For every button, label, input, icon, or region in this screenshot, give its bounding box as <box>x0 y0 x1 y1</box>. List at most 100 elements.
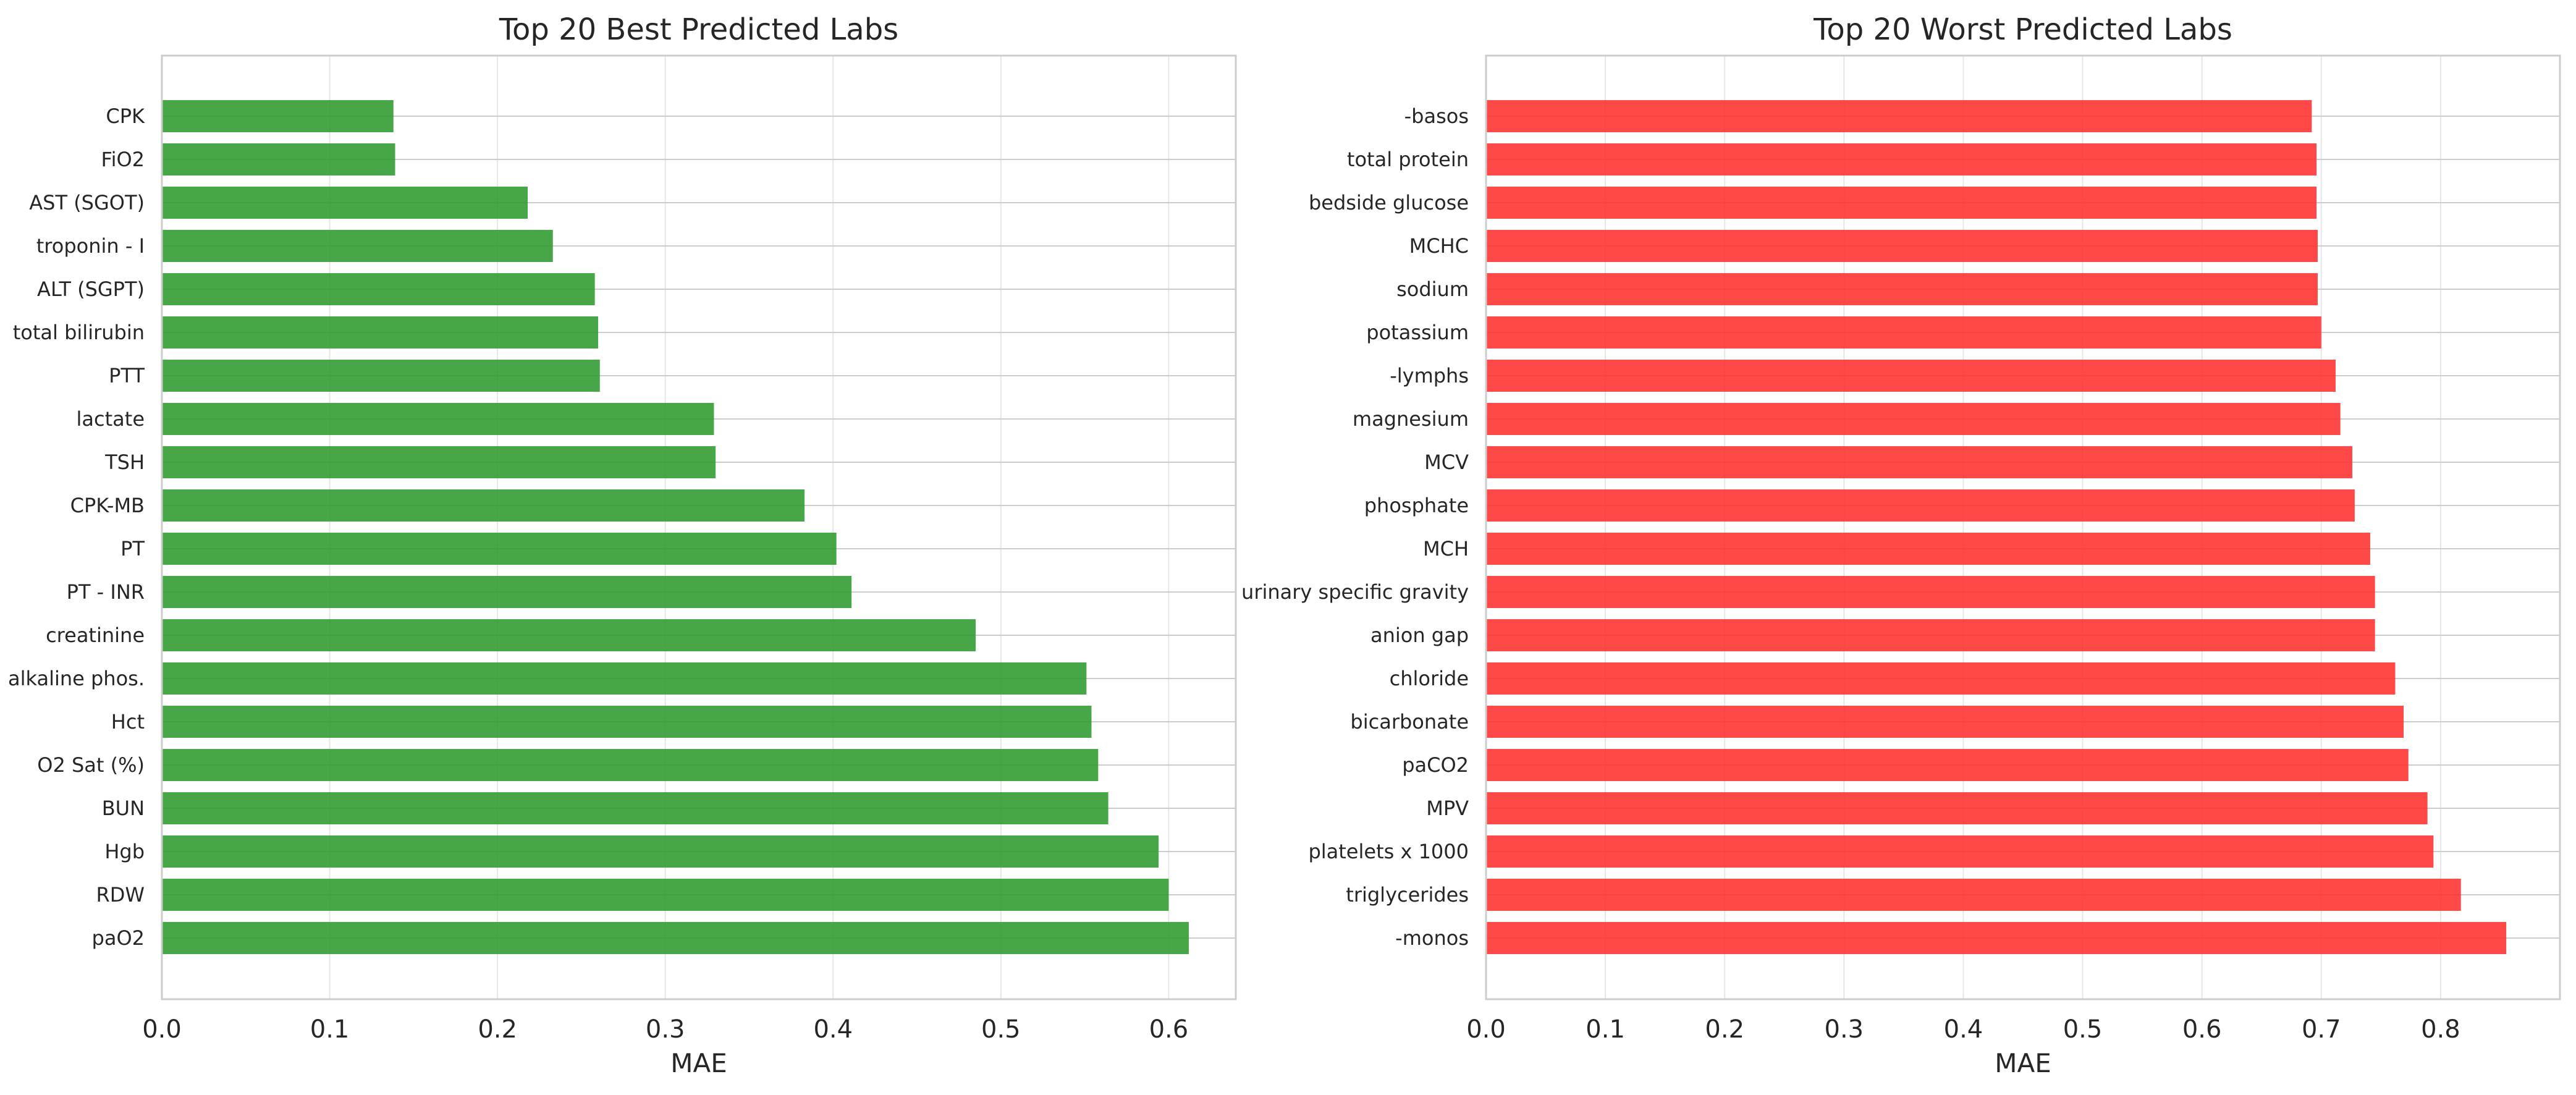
bar <box>162 446 716 478</box>
bar <box>1486 316 2321 349</box>
bar <box>1486 662 2396 695</box>
y-tick-label: -monos <box>1395 926 1469 950</box>
y-tick-label: troponin - I <box>36 234 145 258</box>
y-tick-label: -lymphs <box>1390 364 1469 387</box>
bar <box>1486 706 2404 738</box>
x-tick-label: 0.2 <box>1705 1015 1744 1044</box>
bar <box>1486 230 2318 262</box>
y-tick-label: magnesium <box>1353 407 1469 431</box>
bar <box>162 489 805 522</box>
y-tick-label: urinary specific gravity <box>1241 580 1469 604</box>
y-tick-label: alkaline phos. <box>8 667 145 690</box>
x-tick-label: 0.0 <box>142 1015 182 1044</box>
y-tick-label: -basos <box>1404 104 1469 128</box>
y-tick-label: phosphate <box>1364 494 1469 517</box>
bar <box>162 619 976 651</box>
bar <box>1486 446 2352 478</box>
bar <box>162 749 1099 781</box>
bar <box>162 576 852 608</box>
bar <box>1486 576 2375 608</box>
bar <box>162 403 714 435</box>
y-tick-label: ALT (SGPT) <box>37 277 145 301</box>
bar <box>1486 533 2370 565</box>
x-tick-label: 0.8 <box>2421 1015 2460 1044</box>
y-tick-label: PTT <box>109 364 145 387</box>
y-tick-label: MCV <box>1424 450 1469 474</box>
y-tick-label: CPK-MB <box>70 494 145 517</box>
x-tick-label: 0.1 <box>310 1015 350 1044</box>
x-tick-label: 0.5 <box>2063 1015 2103 1044</box>
y-tick-label: anion gap <box>1370 624 1469 647</box>
bar <box>162 706 1092 738</box>
x-axis-label: MAE <box>670 1048 727 1078</box>
y-tick-label: AST (SGOT) <box>29 191 145 214</box>
y-tick-label: creatinine <box>46 624 145 647</box>
y-tick-label: paCO2 <box>1402 753 1469 777</box>
worst-labs-panel: 0.0 0.1 0.2 0.3 0.4 0.5 0.6 0.7 0.8 -basos total p… <box>1241 12 2561 1078</box>
y-tick-label: TSH <box>104 450 145 474</box>
x-tick-label: 0.0 <box>1466 1015 1506 1044</box>
y-tick-label: BUN <box>102 797 145 820</box>
y-tick-label: paO2 <box>92 926 145 950</box>
y-tick-label: O2 Sat (%) <box>37 753 145 777</box>
x-tick-label: 0.3 <box>1825 1015 1864 1044</box>
x-tick-label: 0.7 <box>2302 1015 2341 1044</box>
bar <box>162 187 528 219</box>
y-tick-label: MPV <box>1426 797 1469 820</box>
y-tick-label: MCHC <box>1409 234 1469 258</box>
y-tick-label: CPK <box>106 104 145 128</box>
y-tick-label: bicarbonate <box>1350 710 1469 734</box>
bar <box>1486 792 2428 824</box>
y-tick-label: Hct <box>111 710 145 734</box>
bar <box>1486 922 2507 954</box>
bar <box>162 316 599 349</box>
y-tick-label: FiO2 <box>101 148 145 171</box>
y-tick-label: bedside glucose <box>1309 191 1469 214</box>
bar <box>1486 273 2318 305</box>
x-tick-label: 0.3 <box>646 1015 685 1044</box>
x-tick-label: 0.2 <box>478 1015 517 1044</box>
bar <box>162 360 600 392</box>
bar <box>162 835 1159 868</box>
x-tick-label: 0.4 <box>813 1015 853 1044</box>
y-tick-label: PT <box>120 537 145 560</box>
chart-title: Top 20 Best Predicted Labs <box>499 12 898 47</box>
bar <box>1486 187 2317 219</box>
bar <box>162 792 1109 824</box>
y-tick-label: total protein <box>1347 148 1469 171</box>
bar <box>162 922 1189 954</box>
y-tick-label: chloride <box>1390 667 1469 690</box>
bar <box>1486 489 2355 522</box>
chart-title: Top 20 Worst Predicted Labs <box>1813 12 2232 47</box>
bar <box>1486 403 2341 435</box>
y-tick-label: PT - INR <box>67 580 145 604</box>
bar <box>1486 143 2317 175</box>
y-tick-label: total bilirubin <box>13 321 145 344</box>
bar <box>162 230 553 262</box>
bar <box>162 273 595 305</box>
y-tick-label: potassium <box>1366 321 1469 344</box>
y-tick-label: lactate <box>77 407 145 431</box>
x-tick-label: 0.6 <box>1149 1015 1189 1044</box>
bar <box>162 879 1169 911</box>
bar <box>162 143 395 175</box>
x-axis-label: MAE <box>1995 1048 2051 1078</box>
y-tick-label: MCH <box>1423 537 1469 560</box>
y-tick-label: sodium <box>1396 277 1469 301</box>
bar <box>1486 749 2409 781</box>
y-tick-label: triglycerides <box>1346 883 1469 907</box>
bar <box>162 100 394 132</box>
y-tick-label: Hgb <box>104 840 145 863</box>
bar <box>1486 619 2375 651</box>
axes-frame <box>161 54 1237 1000</box>
axes-frame <box>1485 54 2561 1000</box>
x-tick-label: 0.4 <box>1944 1015 1983 1044</box>
bar <box>1486 879 2461 911</box>
best-labs-panel: 0.0 0.1 0.2 0.3 0.4 0.5 0.6 CPK FiO2 AST (SGOT) tr… <box>8 12 1237 1078</box>
bar <box>1486 100 2312 132</box>
bar <box>162 662 1087 695</box>
x-tick-label: 0.1 <box>1586 1015 1625 1044</box>
bar <box>162 533 837 565</box>
